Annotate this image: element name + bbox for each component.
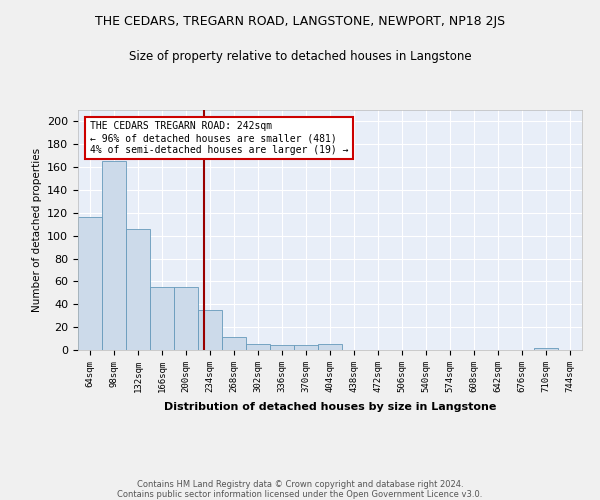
Text: Distribution of detached houses by size in Langstone: Distribution of detached houses by size … [164,402,496,412]
Text: Contains HM Land Registry data © Crown copyright and database right 2024.
Contai: Contains HM Land Registry data © Crown c… [118,480,482,500]
Bar [534,348,558,350]
Bar [78,218,102,350]
Bar [318,344,342,350]
Bar [198,310,222,350]
Text: THE CEDARS, TREGARN ROAD, LANGSTONE, NEWPORT, NP18 2JS: THE CEDARS, TREGARN ROAD, LANGSTONE, NEW… [95,15,505,28]
Bar [270,346,294,350]
Bar [102,162,126,350]
Bar [222,338,246,350]
Text: Size of property relative to detached houses in Langstone: Size of property relative to detached ho… [128,50,472,63]
Bar [150,287,174,350]
Bar [126,229,150,350]
Y-axis label: Number of detached properties: Number of detached properties [32,148,41,312]
Text: THE CEDARS TREGARN ROAD: 242sqm
← 96% of detached houses are smaller (481)
4% of: THE CEDARS TREGARN ROAD: 242sqm ← 96% of… [90,122,349,154]
Bar [246,344,270,350]
Bar [294,346,318,350]
Bar [174,287,198,350]
